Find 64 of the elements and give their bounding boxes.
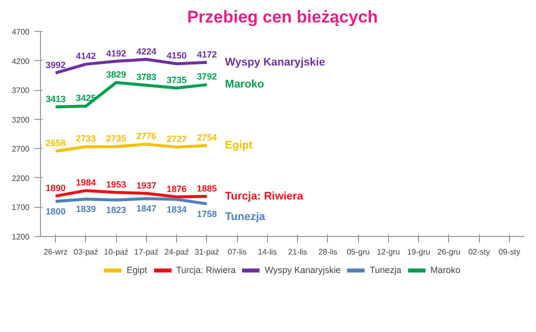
x-tick-label: 26-wrz — [44, 248, 68, 256]
x-tick-label: 07-lis — [228, 248, 247, 256]
data-label: 4224 — [136, 46, 156, 56]
data-label: 4172 — [196, 49, 217, 60]
data-label: 3829 — [106, 70, 126, 80]
x-tick-label: 17-paź — [134, 248, 159, 256]
data-label: 1834 — [166, 204, 187, 214]
x-tick-label: 09-sty — [498, 248, 520, 256]
x-tick-label: 21-lis — [288, 248, 308, 256]
text: Wyspy Kanaryjskie — [225, 56, 326, 68]
x-tick-label: 24-paź — [164, 248, 189, 256]
data-label: 1890 — [46, 183, 66, 194]
data-label: 3735 — [166, 75, 187, 86]
text: Tunezja — [225, 210, 266, 223]
x-tick-label: 14-lis — [258, 248, 277, 256]
chart-title: Przebieg cen bieżących — [187, 8, 378, 26]
data-label: 1937 — [136, 180, 156, 190]
y-tick-label: 3200 — [12, 115, 30, 124]
y-tick-label: 1700 — [12, 203, 30, 212]
y-tick-label: 3700 — [12, 86, 30, 96]
legend-label: Wyspy Kanaryjskie — [264, 265, 341, 275]
data-label: 1984 — [76, 178, 96, 188]
data-label: 2727 — [166, 134, 187, 144]
y-tick-label: 4700 — [12, 28, 30, 36]
data-label: 3992 — [46, 60, 66, 70]
data-label: 1953 — [106, 179, 126, 190]
y-tick-label: 2200 — [12, 174, 30, 183]
data-label: 1847 — [136, 204, 156, 214]
x-tick-label: 12-gru — [376, 248, 400, 256]
data-label: 4142 — [76, 51, 96, 62]
data-label: 2754 — [196, 132, 217, 142]
legend-label: Maroko — [430, 265, 460, 275]
data-label: 1758 — [196, 208, 217, 219]
data-label: 1823 — [106, 205, 126, 216]
x-tick-label: 31-paź — [194, 248, 220, 256]
data-label: 1800 — [46, 206, 66, 216]
data-label: 3792 — [196, 72, 217, 82]
y-tick-label: 4200 — [12, 56, 30, 66]
data-label: 2776 — [136, 131, 156, 142]
x-tick-label: 26-gru — [437, 248, 460, 256]
y-tick-label: 1200 — [12, 232, 30, 242]
data-label: 2658 — [46, 138, 66, 148]
data-label: 1839 — [76, 204, 96, 214]
text: Egipt — [225, 139, 253, 152]
text: Turcja: Riwiera — [225, 190, 304, 202]
legend-label: Tunezja — [370, 265, 402, 275]
text: Maroko — [225, 78, 264, 91]
y-tick-label: 2700 — [12, 144, 30, 154]
x-tick-label: 05-gru — [346, 248, 370, 256]
data-label: 1885 — [196, 183, 217, 194]
data-label: 4192 — [106, 48, 126, 58]
data-label: 1876 — [166, 184, 187, 194]
data-label: 3413 — [46, 94, 66, 104]
data-label: 3783 — [136, 72, 156, 82]
x-tick-label: 19-gru — [407, 248, 430, 256]
data-label: 2733 — [76, 134, 96, 144]
legend-label: Turcja: Riwiera — [176, 265, 236, 275]
data-label: 4150 — [166, 50, 187, 61]
x-tick-label: 02-sty — [468, 248, 490, 256]
data-label: 2735 — [106, 134, 126, 144]
x-tick-label: 10-paź — [104, 248, 128, 256]
x-tick-label: 28-lis — [318, 248, 338, 256]
x-tick-label: 03-paź — [74, 248, 98, 256]
legend-label: Egipt — [126, 265, 148, 275]
